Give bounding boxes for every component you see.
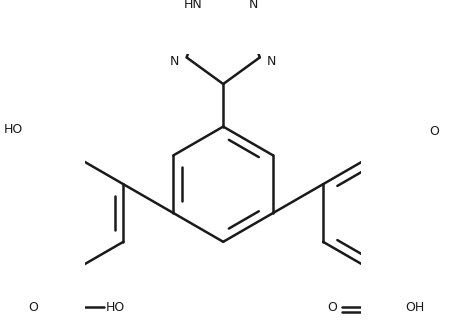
Text: HN: HN [184,0,202,11]
Text: N: N [170,55,179,68]
Text: HO: HO [4,123,23,136]
Text: O: O [428,124,438,138]
Text: O: O [327,300,337,314]
Text: N: N [267,55,276,68]
Text: OH: OH [405,300,424,314]
Text: O: O [28,300,38,314]
Text: N: N [248,0,257,11]
Text: HO: HO [106,300,125,314]
